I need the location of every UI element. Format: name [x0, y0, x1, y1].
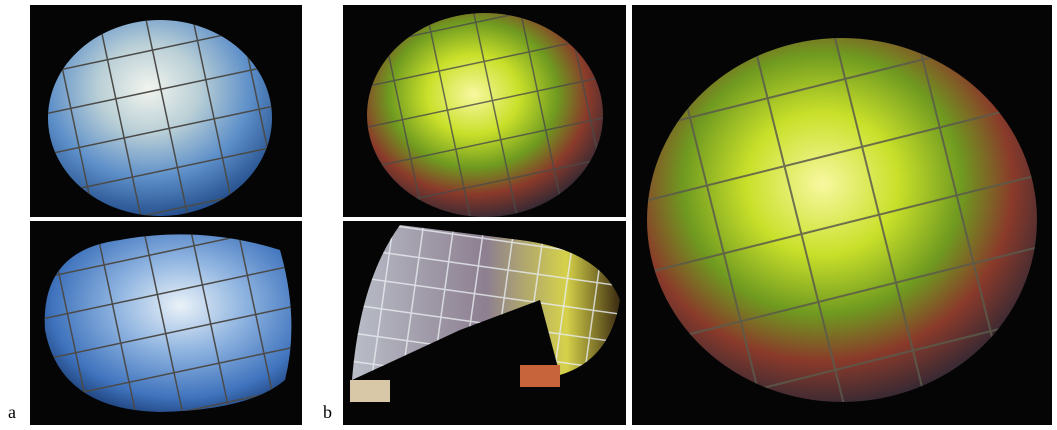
globe-grid	[367, 13, 603, 217]
globe-grid	[352, 225, 620, 380]
stand	[520, 365, 560, 387]
stand	[350, 380, 390, 402]
globe-grid	[44, 234, 292, 412]
globe-grid	[48, 20, 272, 216]
globe-grid	[647, 38, 1037, 402]
panel-label: a	[8, 402, 16, 422]
panel-label: b	[323, 402, 332, 422]
